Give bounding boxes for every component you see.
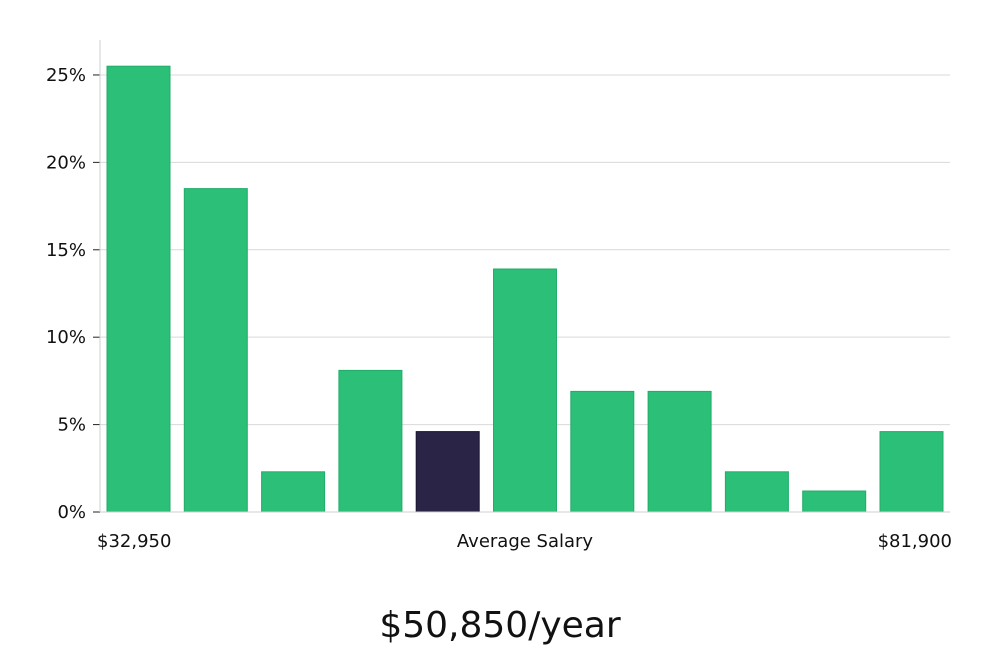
bar-10 xyxy=(879,431,944,513)
y-tick-label-15: 15% xyxy=(46,240,86,261)
y-tick-label-25: 25% xyxy=(46,65,86,86)
bar-7 xyxy=(647,390,712,513)
bar-8 xyxy=(724,471,789,513)
x-axis-title: Average Salary xyxy=(457,531,594,552)
y-tick-label-10: 10% xyxy=(46,327,86,348)
bar-1 xyxy=(183,188,248,513)
bars xyxy=(106,65,944,513)
bar-6 xyxy=(570,390,635,513)
y-tick-label-20: 20% xyxy=(46,152,86,173)
x-axis-min-label: $32,950 xyxy=(97,531,171,552)
bar-2 xyxy=(261,471,326,513)
bar-0 xyxy=(106,65,171,513)
bar-9 xyxy=(802,490,867,513)
bar-5 xyxy=(493,268,557,513)
x-axis-max-label: $81,900 xyxy=(878,531,952,552)
y-tick-label-0: 0% xyxy=(57,502,86,523)
salary-histogram: 0%5%10%15%20%25% $32,950 Average Salary … xyxy=(46,40,952,552)
bar-highlight-4 xyxy=(415,431,480,513)
y-axis-tick-labels: 0% 5% 10% 15% 20% 25% xyxy=(46,65,100,523)
average-salary-headline: $50,850/year xyxy=(379,605,621,646)
bar-3 xyxy=(338,369,403,513)
y-tick-label-5: 5% xyxy=(57,415,86,436)
